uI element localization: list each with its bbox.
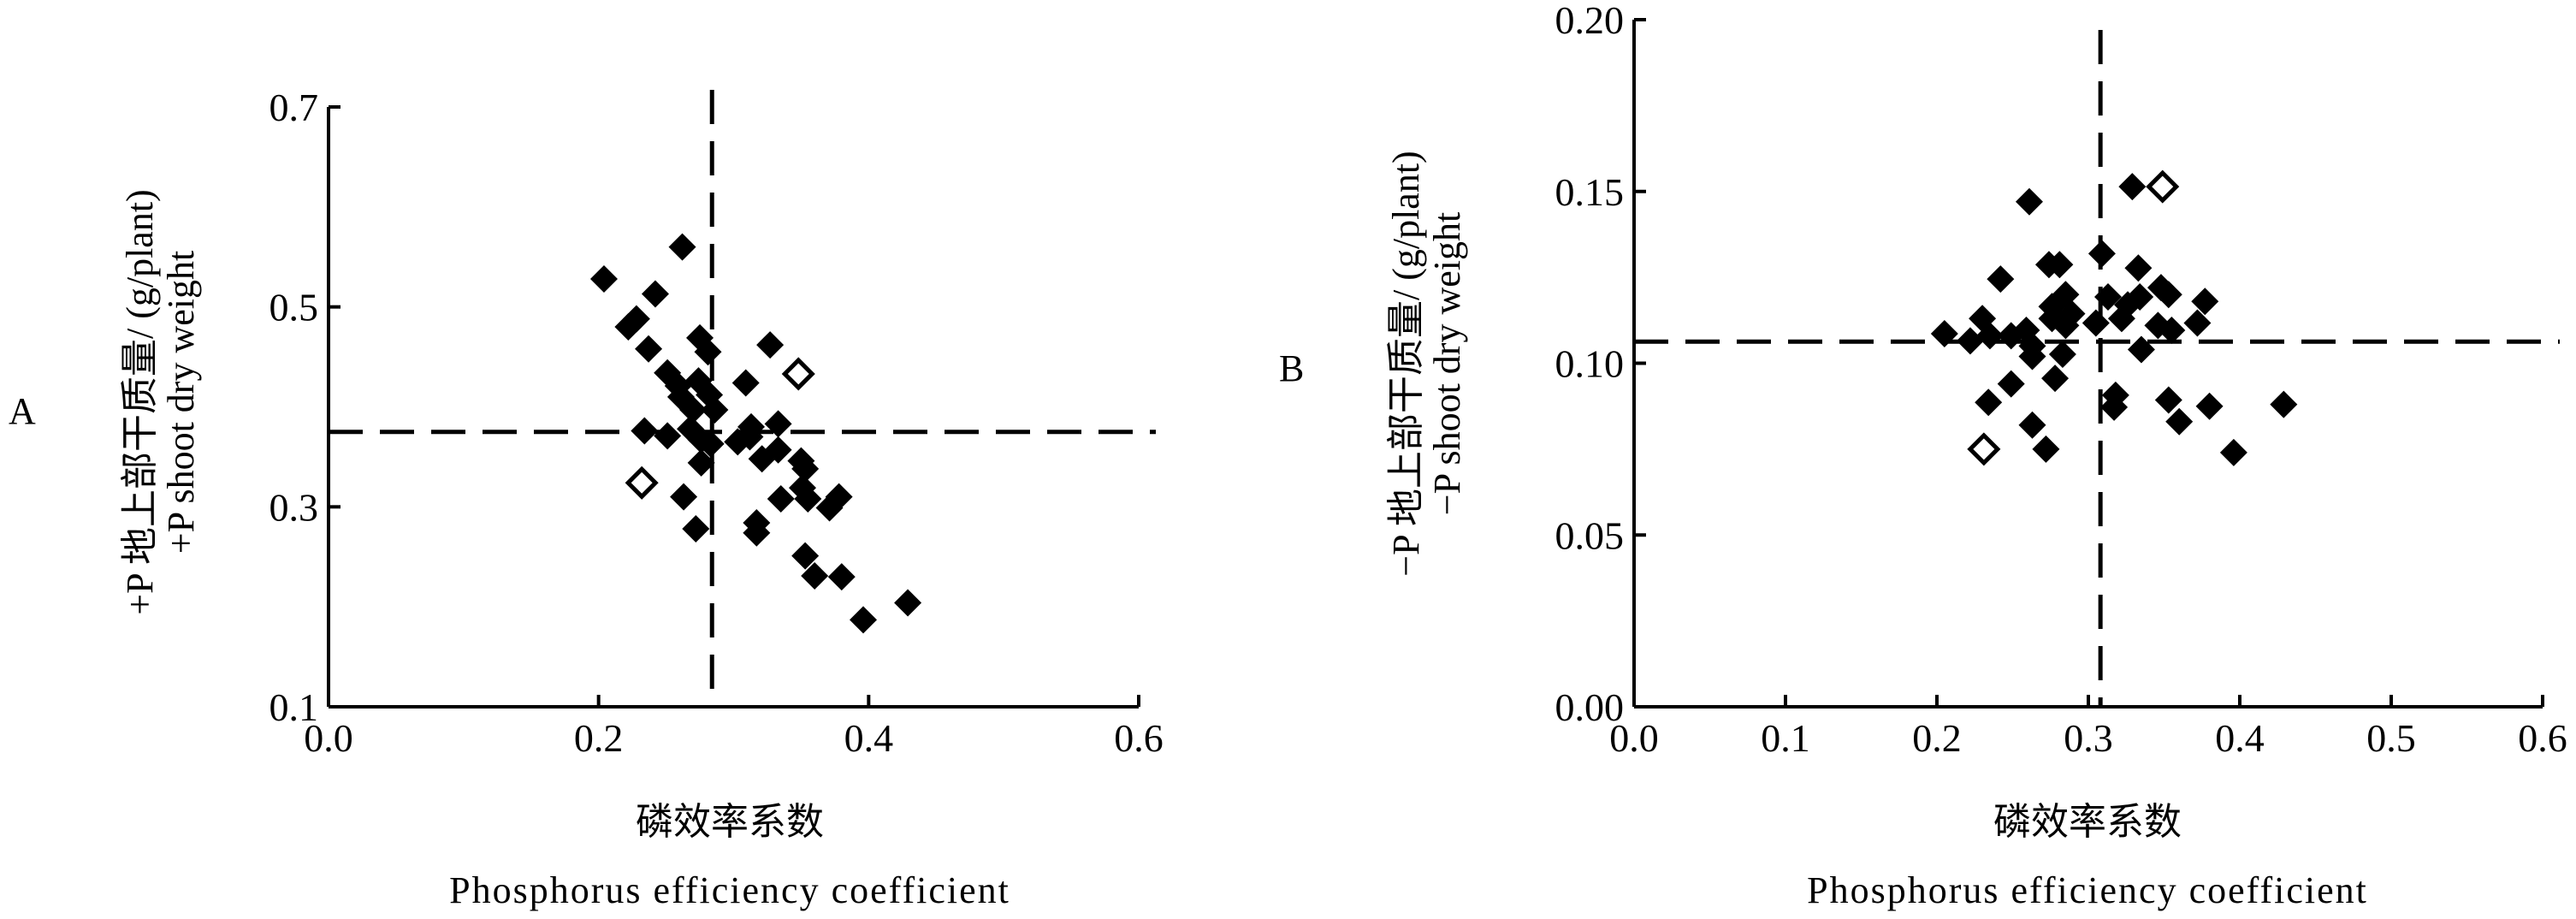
panel-a-x-tick-label: 0.0 (304, 716, 353, 760)
panel-a-point (670, 483, 698, 511)
panel-b: B −P 地上部干质量/ (g/plant) −P shoot dry weig… (1279, 0, 2567, 911)
panel-a-x-tick-label: 0.6 (1114, 716, 1164, 760)
panel-b-label: B (1279, 347, 1304, 389)
panel-b-x-tick-label: 0.2 (1912, 716, 1962, 760)
panel-b-point (2191, 288, 2219, 316)
panel-a-point (736, 423, 764, 451)
panel-a-y-tick-label: 0.1 (269, 685, 319, 729)
panel-b-open-point (1967, 432, 2001, 466)
panel-a-point (794, 484, 822, 513)
panel-b-x-tick-label: 0.6 (2518, 716, 2567, 760)
panel-b-point (2082, 309, 2110, 337)
panel-b-y-tick-label: 0.20 (1555, 0, 1625, 42)
panel-a-y-tick-label: 0.7 (269, 86, 319, 129)
panel-a-point (687, 448, 715, 477)
panel-a-point (827, 563, 856, 591)
panel-a-point (701, 396, 729, 424)
panel-b-point (2048, 341, 2076, 369)
panel-b-x-tick-label: 0.3 (2064, 716, 2113, 760)
panel-b-x-tick-label: 0.4 (2215, 716, 2265, 760)
panel-b-y-tick-label: 0.00 (1555, 685, 1625, 729)
panel-b-point (2126, 283, 2154, 311)
panel-a-point (825, 483, 853, 511)
panel-b-point (2087, 240, 2116, 268)
panel-b-point (1930, 319, 1958, 347)
panel-a-y-tick-label: 0.3 (269, 485, 319, 529)
panel-a-open-point (781, 357, 815, 391)
panel-b-x-tick-label: 0.5 (2366, 716, 2416, 760)
panel-b-x-tick-label: 0.1 (1761, 716, 1810, 760)
panel-b-x-tick-label: 0.0 (1609, 716, 1659, 760)
panel-a-point (682, 515, 710, 543)
panel-a-point (731, 369, 760, 397)
panel-a-point (767, 484, 795, 513)
panel-b-y-tick-label: 0.10 (1555, 342, 1625, 386)
panel-b-point (1987, 265, 2015, 293)
panel-b-y-tick-label: 0.15 (1555, 170, 1625, 214)
panel-a-point (791, 454, 820, 483)
panel-b-point (1975, 322, 2004, 350)
panel-a-point (764, 410, 792, 438)
panel-a-point (894, 589, 922, 617)
panel-a-x-tick-label: 0.4 (844, 716, 894, 760)
panel-b-point (2100, 393, 2129, 421)
panel-b-point (2158, 316, 2186, 344)
panel-b-point (2015, 187, 2043, 216)
panel-a-point (631, 417, 659, 445)
panel-a-point (641, 280, 669, 308)
panel-b-point (2127, 335, 2155, 364)
panel-a-point (756, 331, 785, 359)
panel-a-point (696, 430, 725, 458)
panel-a-point (589, 264, 618, 293)
panel-b-point (1975, 388, 2003, 417)
panel-b-point (2094, 283, 2123, 311)
panel-b-point (2046, 251, 2074, 279)
panel-a-point (801, 561, 829, 590)
panel-a-label: A (9, 390, 36, 432)
panel-b-xlabel-en: Phosphorus efficiency coefficient (1807, 869, 2368, 911)
panel-b-point (2118, 173, 2147, 201)
panel-b-ylabel-cn: −P 地上部干质量/ (g/plant) (1385, 151, 1427, 576)
panel-a-y-tick-label: 0.5 (269, 286, 319, 329)
panel-a-ylabel-en: +P shoot dry weight (160, 251, 202, 554)
panel-a-point (635, 335, 663, 363)
panel-b-point (2270, 390, 2298, 418)
panel-a-point (614, 313, 643, 341)
panel-a-point (764, 436, 792, 464)
panel-a-point (679, 396, 708, 424)
panel-b-point (2183, 309, 2212, 337)
panel-b-point (2195, 392, 2224, 420)
panel-a-point (694, 338, 722, 366)
panel-a: A +P 地上部干质量/ (g/plant) +P shoot dry weig… (9, 86, 1164, 911)
panel-b-xlabel-cn: 磷效率系数 (1993, 801, 2182, 843)
panel-b-point (1997, 370, 2025, 398)
panel-b-point (2041, 365, 2070, 393)
panel-b-ylabel-en: −P shoot dry weight (1426, 212, 1468, 515)
panel-b-point (2032, 435, 2060, 463)
panel-b-point (2154, 281, 2182, 309)
panel-b-point (2018, 342, 2046, 371)
panel-b-y-tick-label: 0.05 (1555, 513, 1625, 557)
panel-a-point (850, 606, 878, 634)
panel-b-open-point (2146, 169, 2180, 204)
panel-b-point (1956, 327, 1984, 355)
panel-b-point (2124, 254, 2153, 282)
panel-b-point (2165, 407, 2194, 436)
panel-b-point (2154, 386, 2182, 414)
panel-a-xlabel-cn: 磷效率系数 (636, 801, 824, 843)
panel-a-x-tick-label: 0.2 (574, 716, 624, 760)
panel-a-point (668, 233, 696, 261)
panel-a-point (791, 542, 820, 570)
panel-b-point (2058, 299, 2086, 328)
panel-a-point (654, 422, 682, 450)
panel-b-point (2018, 411, 2046, 439)
panel-a-ylabel-cn: +P 地上部干质量/ (g/plant) (119, 189, 161, 614)
panel-a-xlabel-en: Phosphorus efficiency coefficient (449, 869, 1010, 911)
panel-a-point (743, 519, 771, 547)
panel-b-point (2219, 438, 2247, 466)
panel-a-open-point (625, 465, 659, 500)
